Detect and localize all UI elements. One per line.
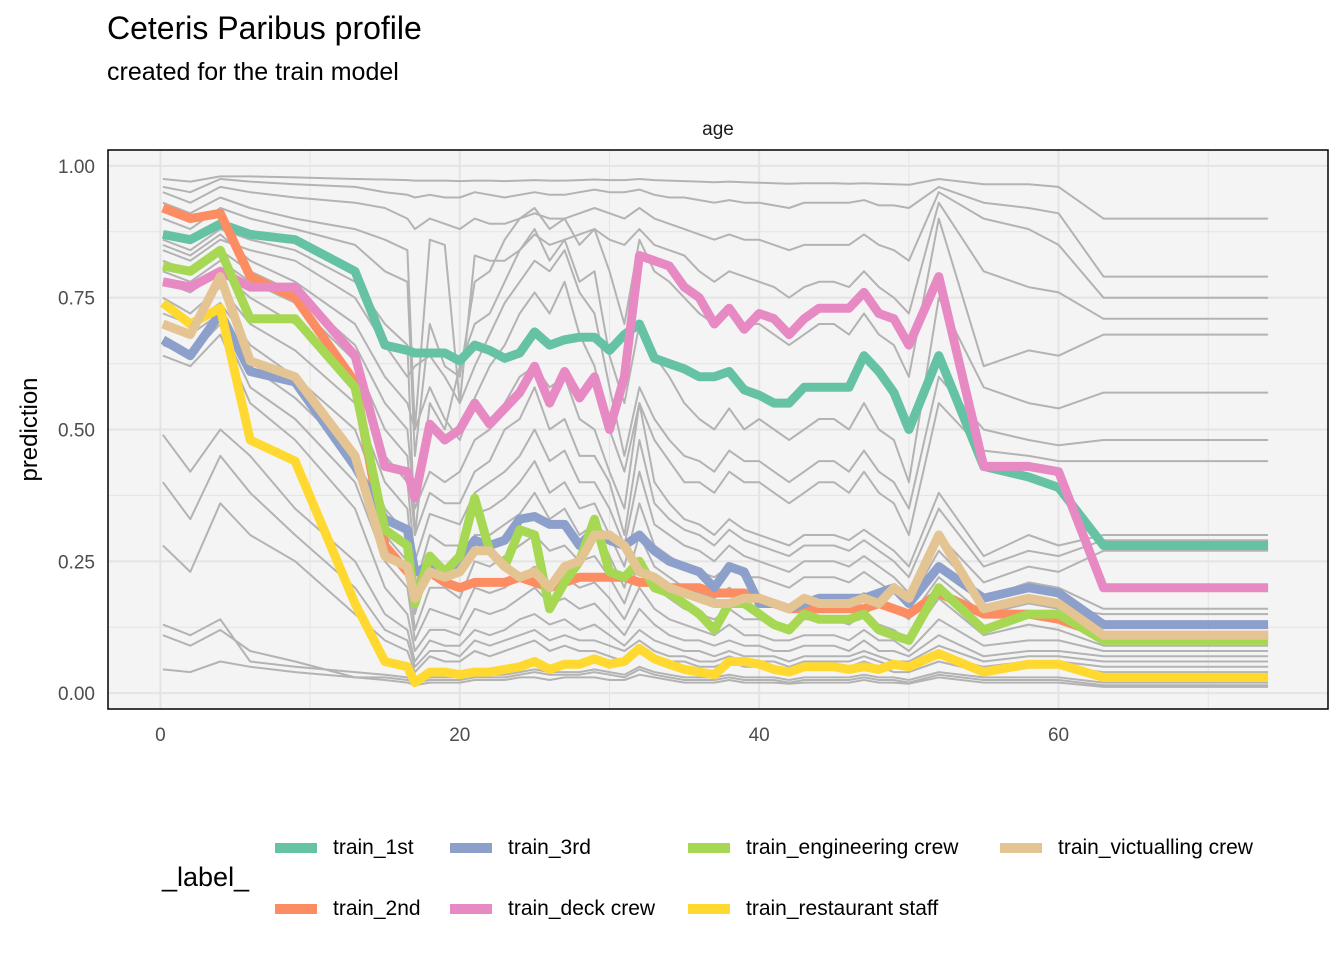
legend-swatch <box>1000 843 1042 853</box>
chart-title: Ceteris Paribus profile <box>107 10 422 46</box>
legend-swatch <box>450 843 492 853</box>
profile-line <box>162 196 1269 431</box>
profile-line <box>162 175 1269 220</box>
legend-label: train_victualling crew <box>1058 836 1253 859</box>
legend-label: train_2nd <box>333 897 421 920</box>
profile-line <box>162 185 1269 299</box>
legend-swatch <box>275 843 317 853</box>
profile-line <box>162 454 1269 668</box>
legend-item: train_deck crew <box>450 894 655 924</box>
y-tick-label: 0.00 <box>58 684 95 705</box>
legend-label: train_1st <box>333 836 414 859</box>
y-tick-label: 0.75 <box>58 289 95 310</box>
legend-label: train_restaurant staff <box>746 897 939 920</box>
series-line <box>161 272 1269 640</box>
legend-label: train_deck crew <box>508 897 656 920</box>
y-tick-label: 0.25 <box>58 552 95 573</box>
x-tick-label: 0 <box>155 725 166 746</box>
legend-item: train_3rd <box>450 833 591 863</box>
profile-line <box>162 238 1269 510</box>
series-line <box>162 251 1269 593</box>
profile-line <box>162 428 1269 663</box>
legend-title: _label_ <box>162 862 250 892</box>
profile-line <box>162 323 1269 652</box>
legend-item: train_engineering crew <box>688 833 958 863</box>
profile-line <box>162 259 1269 579</box>
panel-border <box>107 149 1329 710</box>
legend-swatch <box>450 904 492 914</box>
x-tick-label: 40 <box>749 725 770 746</box>
legend-swatch <box>688 843 730 853</box>
legend-item: train_2nd <box>275 894 421 924</box>
profile-line <box>162 233 1269 536</box>
series-line <box>160 299 1269 688</box>
legend-item: train_victualling crew <box>1000 833 1253 863</box>
chart-canvas: age 0 20 40 60 0.00 0.25 0.50 0.75 1.00 prediction <box>16 119 1329 746</box>
profile-line <box>162 178 1269 278</box>
legend-swatch <box>688 904 730 914</box>
y-axis-label: prediction <box>16 377 43 481</box>
x-tick-label: 20 <box>449 725 470 746</box>
y-tick-label: 1.00 <box>58 157 95 178</box>
legend-label: train_3rd <box>508 836 591 859</box>
legend-item: train_1st <box>275 833 414 863</box>
x-tick-label: 60 <box>1048 725 1069 746</box>
chart-subtitle: created for the train model <box>107 58 399 86</box>
legend-swatch <box>275 904 317 914</box>
y-tick-label: 0.50 <box>58 421 95 442</box>
profile-line <box>162 333 1269 658</box>
series-line <box>162 219 1269 550</box>
facet-label: age <box>702 119 734 140</box>
legend-item: train_restaurant staff <box>688 894 938 924</box>
legend-label: train_engineering crew <box>746 836 959 859</box>
